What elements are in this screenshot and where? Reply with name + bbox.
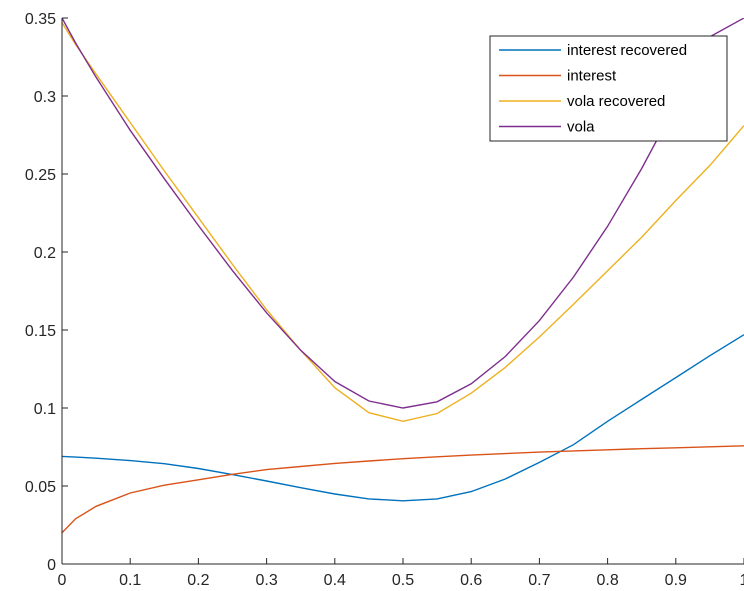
y-tick-label: 0.35 [25, 11, 56, 28]
x-tick-label: 0.1 [119, 572, 141, 589]
legend-box [489, 35, 728, 142]
x-tick-label: 0.7 [528, 572, 550, 589]
x-tick-label: 0.4 [324, 572, 346, 589]
legend-label-interest: interest [567, 68, 617, 85]
x-tick-label: 0.5 [392, 572, 414, 589]
y-tick-label: 0 [47, 557, 56, 574]
y-tick-label: 0.1 [34, 401, 56, 418]
x-tick-label: 0.2 [187, 572, 209, 589]
y-tick-label: 0.2 [34, 245, 56, 262]
x-tick-label: 1 [740, 572, 744, 589]
legend-label-vola: vola [567, 119, 595, 136]
tick-layer: 0 0.1 0.2 0.3 0.4 0.5 0.6 0.7 0.8 0.9 1 0 0.05 0.1 0.1… [25, 11, 744, 589]
legend-label-interest-recovered: interest recovered [567, 42, 687, 59]
x-tick-label: 0 [58, 572, 67, 589]
y-tick-label: 0.25 [25, 167, 56, 184]
series-line-interest [62, 445, 744, 534]
y-tick-label: 0.05 [25, 479, 56, 496]
series-layer [62, 18, 744, 534]
x-tick-label: 0.9 [665, 572, 687, 589]
y-tick-label: 0.3 [34, 89, 56, 106]
x-tick-label: 0.6 [460, 572, 482, 589]
x-tick-label: 0.3 [255, 572, 277, 589]
series-line-vola [62, 18, 744, 409]
series-line-vola-recovered [62, 22, 744, 423]
series-line-interest-recovered [62, 334, 744, 502]
legend: interest recovered interest vola recovered… [489, 35, 728, 142]
x-tick-label: 0.8 [596, 572, 618, 589]
y-tick-label: 0.15 [25, 323, 56, 340]
legend-label-vola-recovered: vola recovered [567, 93, 665, 110]
